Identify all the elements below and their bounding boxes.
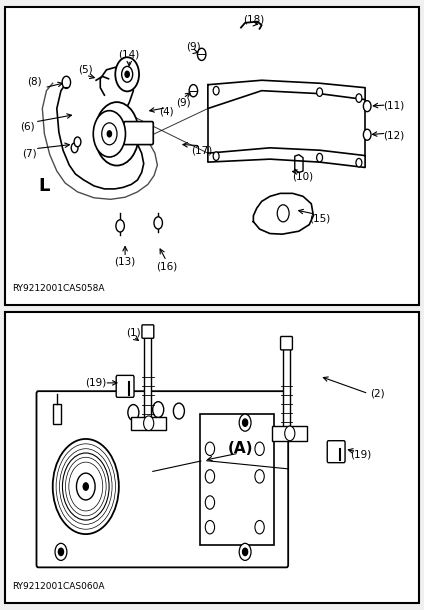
Circle shape bbox=[213, 152, 219, 160]
Circle shape bbox=[243, 419, 248, 426]
Text: L: L bbox=[39, 177, 50, 195]
Circle shape bbox=[93, 110, 126, 157]
Circle shape bbox=[122, 66, 133, 82]
Text: (16): (16) bbox=[156, 261, 177, 271]
Text: (8): (8) bbox=[27, 77, 42, 87]
Text: (18): (18) bbox=[243, 14, 264, 24]
Circle shape bbox=[198, 48, 206, 60]
Circle shape bbox=[239, 414, 251, 431]
Circle shape bbox=[55, 544, 67, 561]
FancyBboxPatch shape bbox=[36, 391, 288, 567]
Circle shape bbox=[205, 442, 215, 456]
Text: (13): (13) bbox=[114, 257, 136, 267]
Bar bbox=[53, 404, 61, 424]
Text: (1): (1) bbox=[126, 328, 141, 338]
Circle shape bbox=[173, 403, 184, 419]
Text: (12): (12) bbox=[383, 131, 404, 140]
Circle shape bbox=[154, 217, 162, 229]
Polygon shape bbox=[208, 81, 365, 109]
FancyBboxPatch shape bbox=[116, 375, 134, 397]
Text: (6): (6) bbox=[20, 121, 35, 131]
Circle shape bbox=[83, 483, 88, 490]
Bar bbox=[5, 312, 419, 603]
Circle shape bbox=[255, 442, 264, 456]
Circle shape bbox=[115, 57, 139, 92]
Text: (15): (15) bbox=[309, 214, 330, 224]
Text: RY9212001CAS060A: RY9212001CAS060A bbox=[13, 582, 105, 591]
Text: (5): (5) bbox=[78, 65, 93, 75]
Circle shape bbox=[363, 101, 371, 112]
Bar bbox=[200, 414, 274, 545]
Text: (A): (A) bbox=[228, 441, 254, 456]
Polygon shape bbox=[295, 155, 303, 173]
Circle shape bbox=[213, 87, 219, 95]
Text: (11): (11) bbox=[383, 101, 404, 110]
Bar bbox=[131, 417, 167, 430]
Text: RY9212001CAS058A: RY9212001CAS058A bbox=[13, 284, 105, 293]
Bar bbox=[272, 426, 307, 440]
Circle shape bbox=[95, 102, 139, 165]
Circle shape bbox=[317, 153, 323, 162]
FancyBboxPatch shape bbox=[281, 337, 293, 350]
Circle shape bbox=[71, 143, 78, 152]
Circle shape bbox=[102, 123, 117, 145]
Circle shape bbox=[107, 131, 112, 137]
Text: (9): (9) bbox=[186, 41, 201, 51]
Circle shape bbox=[125, 71, 129, 77]
Circle shape bbox=[205, 496, 215, 509]
Circle shape bbox=[128, 404, 139, 420]
Polygon shape bbox=[254, 193, 313, 234]
Text: (2): (2) bbox=[370, 389, 385, 398]
Circle shape bbox=[153, 401, 164, 417]
Circle shape bbox=[74, 137, 81, 147]
Bar bbox=[5, 7, 419, 305]
Circle shape bbox=[255, 520, 264, 534]
Circle shape bbox=[62, 76, 70, 88]
Circle shape bbox=[116, 220, 124, 232]
Circle shape bbox=[363, 129, 371, 140]
Circle shape bbox=[356, 94, 362, 102]
Circle shape bbox=[239, 544, 251, 561]
Text: (7): (7) bbox=[22, 148, 37, 158]
Text: (4): (4) bbox=[159, 107, 174, 117]
Circle shape bbox=[356, 159, 362, 167]
Circle shape bbox=[59, 548, 64, 556]
Circle shape bbox=[285, 426, 295, 440]
Circle shape bbox=[205, 470, 215, 483]
FancyBboxPatch shape bbox=[327, 440, 345, 462]
Bar bbox=[145, 330, 151, 420]
Circle shape bbox=[144, 416, 154, 431]
Text: (19): (19) bbox=[350, 450, 371, 459]
Circle shape bbox=[277, 205, 289, 222]
Circle shape bbox=[317, 88, 323, 96]
Circle shape bbox=[62, 453, 109, 520]
Bar bbox=[283, 342, 290, 428]
Text: (19): (19) bbox=[86, 377, 107, 387]
FancyBboxPatch shape bbox=[124, 121, 153, 145]
Circle shape bbox=[76, 473, 95, 500]
Text: (14): (14) bbox=[119, 50, 140, 60]
Circle shape bbox=[255, 470, 264, 483]
Polygon shape bbox=[208, 148, 365, 168]
Circle shape bbox=[243, 548, 248, 556]
Text: (17): (17) bbox=[191, 145, 212, 155]
Circle shape bbox=[189, 85, 198, 97]
Text: (9): (9) bbox=[176, 98, 190, 107]
Circle shape bbox=[205, 520, 215, 534]
FancyBboxPatch shape bbox=[142, 325, 154, 339]
Circle shape bbox=[53, 439, 119, 534]
Text: (10): (10) bbox=[293, 172, 314, 182]
